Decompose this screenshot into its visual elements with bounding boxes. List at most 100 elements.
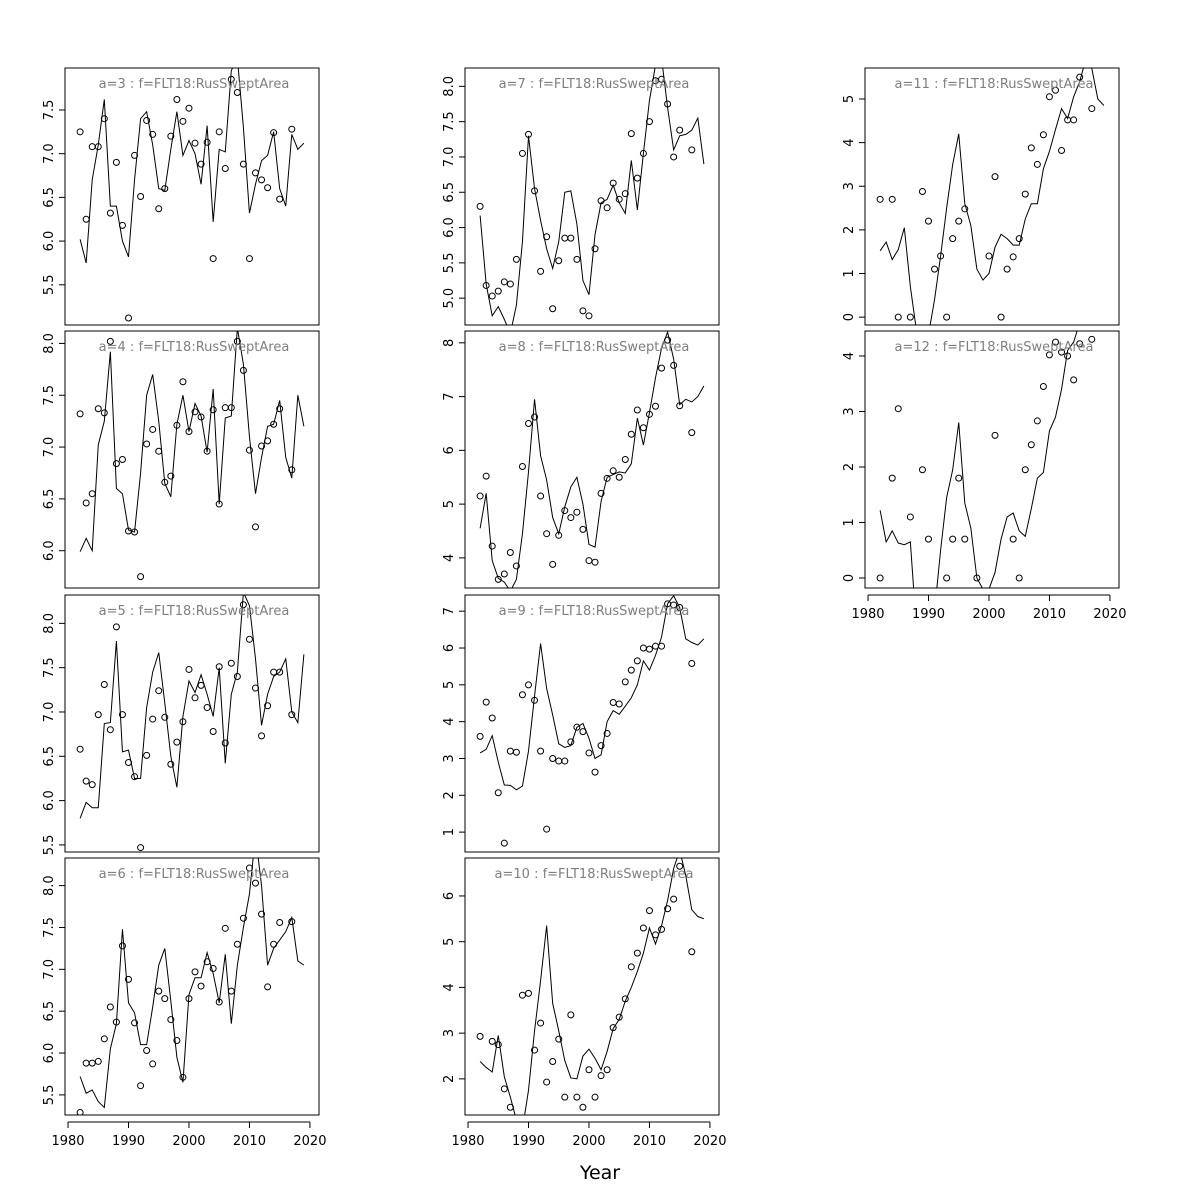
observed-point [985,252,993,260]
observed-point [579,525,587,533]
x-tick-label: 2010 [233,1134,266,1149]
observed-point [149,1060,157,1068]
observed-point [949,235,957,243]
panel-frame [464,594,720,853]
y-tick-label: 7.5 [42,100,57,121]
observed-point [203,958,211,966]
y-tick-label: 8 [442,339,457,347]
y-tick-label: 6.0 [442,217,457,238]
observed-point [500,570,508,578]
observed-point [1015,574,1023,582]
observed-point [155,987,163,995]
y-tick-label: 6.0 [42,540,57,561]
observed-point [627,666,635,674]
fitted-line [79,858,305,1109]
observed-point [955,474,963,482]
observed-point [537,747,545,755]
observed-point [561,507,569,515]
observed-point [633,406,641,414]
observed-point [1027,441,1035,449]
observed-point [88,1059,96,1067]
observed-point [585,1066,593,1074]
observed-point [676,862,684,870]
panel: a=5 : f=FLT18:RusSweptArea 5.5 6.0 6.5 7.0 7.… [42,594,320,856]
observed-point [943,574,951,582]
observed-point [167,1016,175,1024]
observed-point [143,1047,151,1055]
plot-area [476,331,705,588]
panel-frame [464,67,720,326]
observed-point [494,1041,502,1049]
observed-point [76,410,84,418]
observed-point [506,1103,514,1111]
observed-point [1064,352,1072,360]
observed-point [215,500,223,508]
observed-point [603,729,611,737]
observed-point [639,644,647,652]
observed-point [876,195,884,203]
panel-title: a=9 : f=FLT18:RusSweptArea [499,604,690,619]
observed-point [106,1003,114,1011]
observed-point [179,378,187,386]
y-tick-label: 5.0 [442,288,457,309]
plot-area [876,331,1096,588]
observed-point [264,184,272,192]
observed-point [639,924,647,932]
observed-point [555,757,563,765]
observed-point [591,558,599,566]
observed-point [252,169,259,177]
y-tick-label: 7.5 [42,657,57,678]
x-tick-label: 1980 [51,1134,84,1149]
observed-point [561,234,569,242]
observed-point [937,252,945,260]
observed-point [161,713,169,721]
panel-frame [864,330,1120,589]
observed-point [573,1093,581,1101]
y-tick-label: 7.5 [42,385,57,406]
observed-point [597,1072,605,1080]
observed-point [227,659,235,667]
panel: a=12 : f=FLT18:RusSweptArea 0 1 2 3 4 1980 1990… [842,330,1126,622]
observed-point [276,195,284,203]
observed-point [676,126,684,134]
observed-point [270,940,278,948]
observed-point [288,466,296,474]
fitted-line [79,68,305,264]
observed-point [543,530,551,538]
y-tick-label: 6.5 [42,489,57,510]
x-tick-label: 1990 [112,1134,145,1149]
plot-area [476,595,705,847]
observed-point [1045,351,1053,359]
observed-point [131,151,139,159]
observed-point [173,1036,181,1044]
y-tick-label: 7.5 [442,111,457,132]
observed-point [894,405,902,413]
observed-point [185,995,193,1003]
observed-point [185,428,193,436]
observed-point [221,739,229,747]
observed-point [627,430,635,438]
fitted-line [79,331,305,553]
y-tick-label: 5.5 [42,835,57,856]
observed-point [488,542,496,550]
y-tick-label: 6.5 [42,187,57,208]
observed-point [918,187,926,195]
observed-point [603,474,611,482]
panel: a=4 : f=FLT18:RusSweptArea 6.0 6.5 7.0 7.5 8.… [42,330,320,589]
observed-point [106,726,114,734]
observed-point [579,1103,587,1111]
observed-point [664,100,672,108]
y-tick-label: 6 [442,446,457,454]
observed-point [961,205,969,213]
observed-point [512,255,520,263]
panel-frame [464,330,720,589]
panel-title: a=10 : f=FLT18:RusSweptArea [495,867,694,882]
observed-point [688,146,696,154]
observed-point [1045,93,1053,101]
observed-point [603,1066,611,1074]
observed-point [658,642,666,650]
observed-point [209,255,217,263]
observed-point [112,460,120,468]
y-tick-label: 4 [842,352,857,360]
